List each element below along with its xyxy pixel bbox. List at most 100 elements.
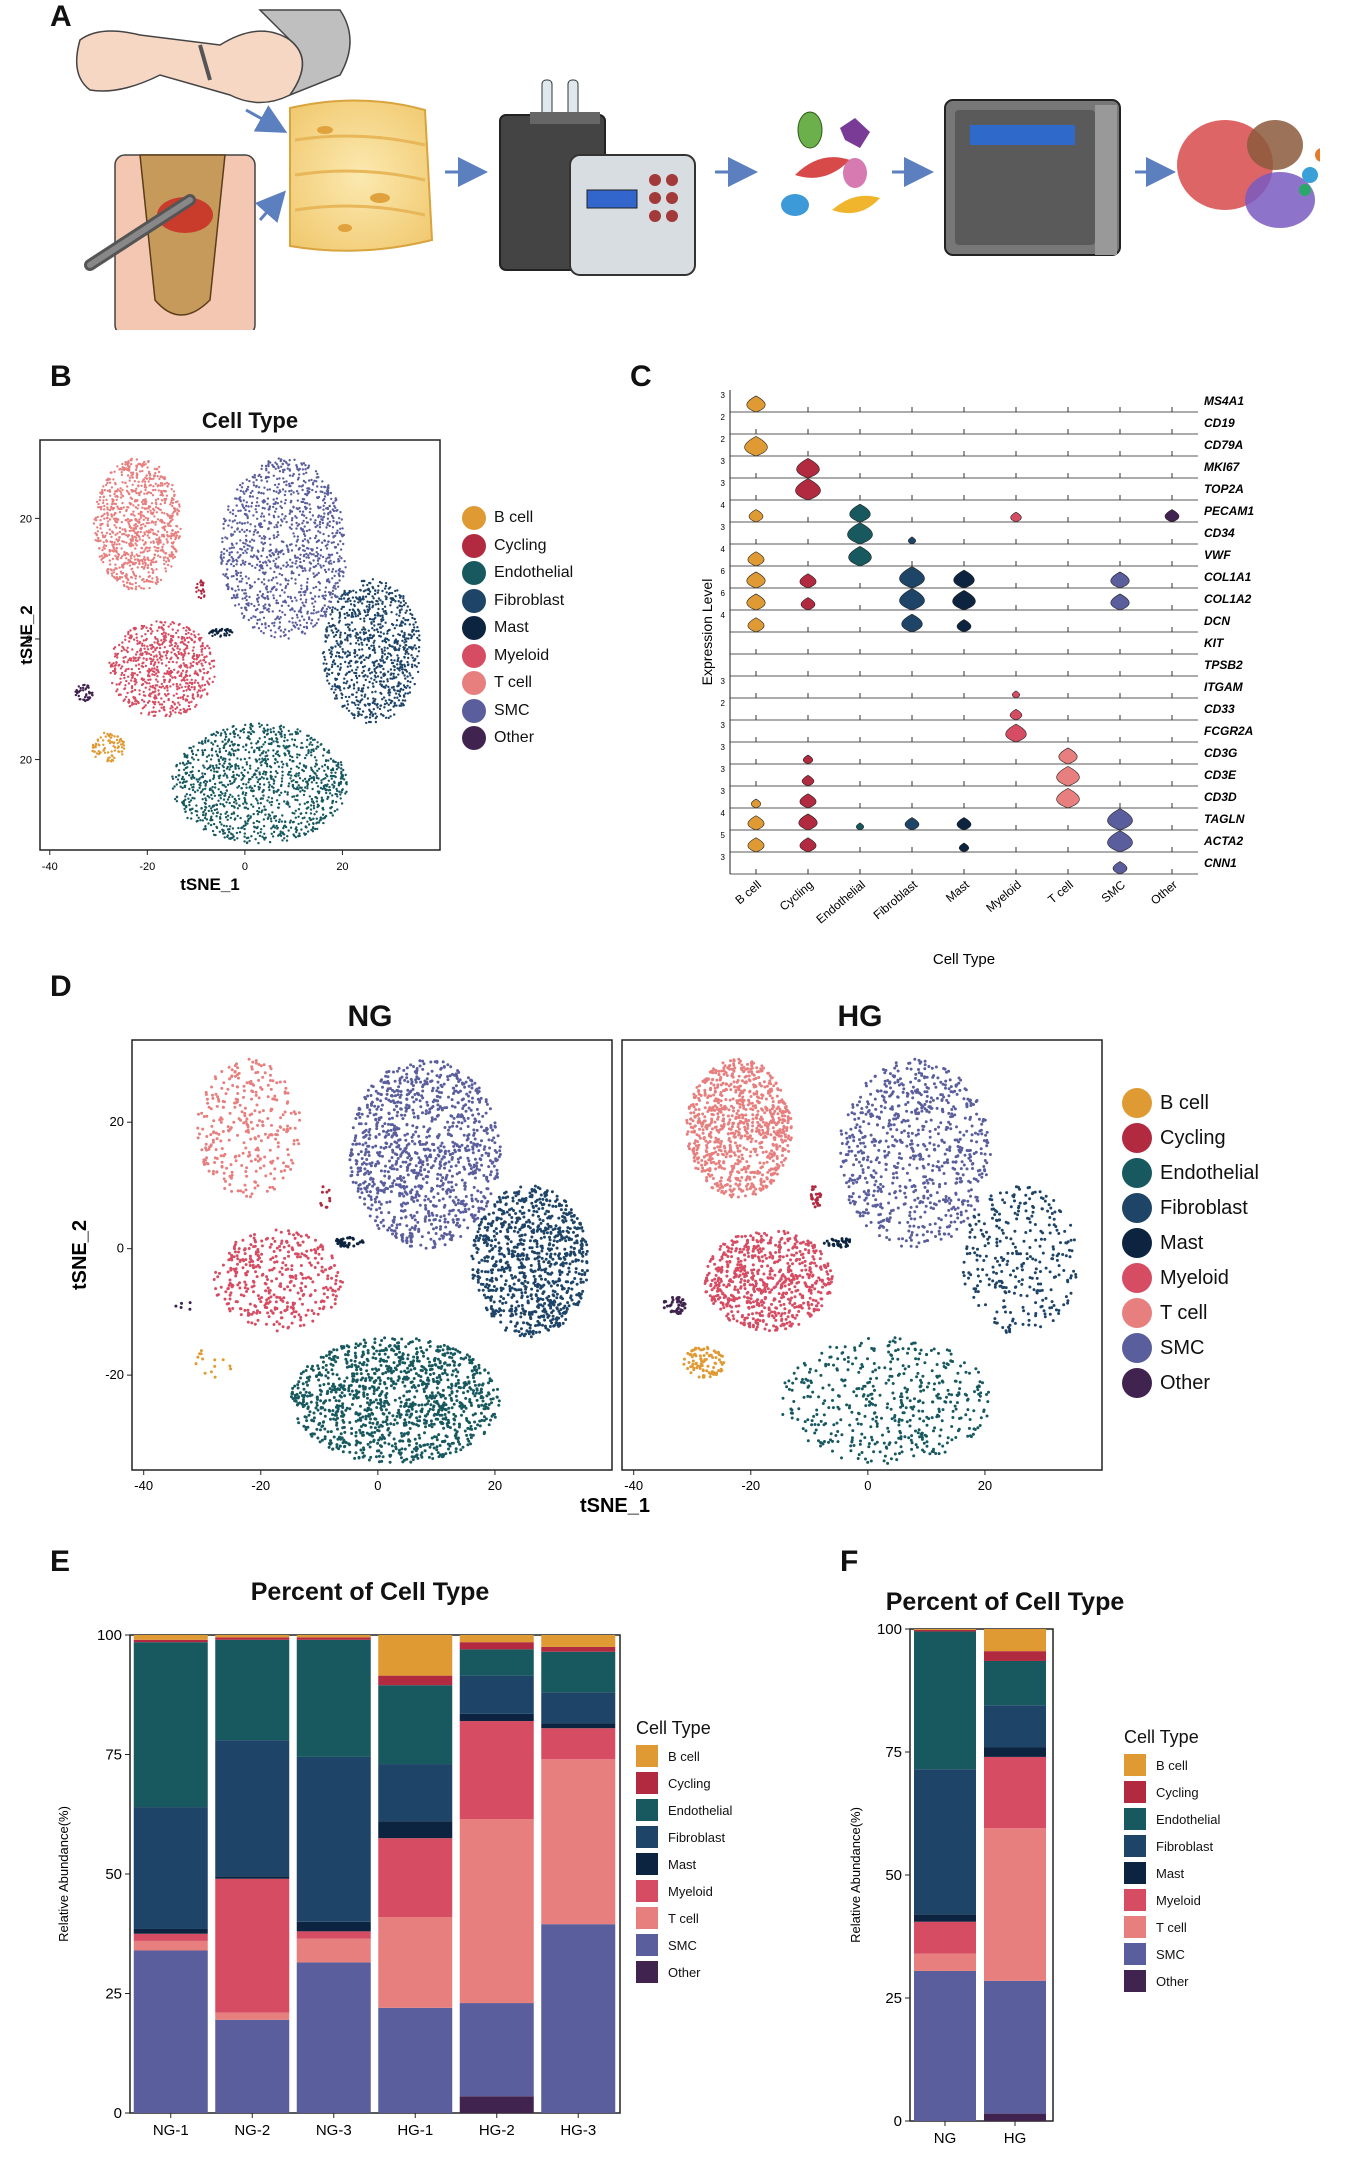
cell-point	[146, 534, 149, 537]
cell-point	[224, 812, 227, 815]
cell-point	[181, 641, 184, 644]
cell-point	[115, 490, 118, 493]
cell-point	[402, 604, 406, 607]
cell-point	[402, 646, 405, 649]
cell-point	[243, 545, 246, 548]
cell-point	[268, 788, 271, 792]
cell-point	[181, 786, 184, 790]
cell-point	[328, 625, 331, 628]
cell-point	[314, 534, 318, 538]
cell-point	[294, 544, 298, 547]
cell-point	[201, 648, 204, 651]
cell-point	[240, 580, 243, 583]
cell-point	[256, 780, 259, 784]
cell-point	[311, 488, 314, 492]
cell-point	[345, 781, 348, 784]
cell-point	[106, 569, 109, 572]
cell-point	[336, 685, 339, 688]
cell-point	[277, 566, 280, 569]
cell-point	[106, 524, 110, 528]
cell-point	[141, 539, 144, 542]
cell-point	[400, 704, 403, 707]
cell-point	[115, 661, 118, 665]
cell-point	[94, 746, 97, 749]
cell-point	[130, 551, 134, 554]
cell-point	[317, 821, 321, 824]
cell-point	[121, 753, 124, 756]
cell-point	[326, 488, 329, 491]
cell-point	[409, 674, 412, 677]
cell-point	[172, 622, 176, 625]
cell-point	[327, 789, 330, 792]
cell-point	[260, 630, 263, 633]
cell-point	[360, 694, 363, 697]
cell-point	[158, 651, 161, 654]
cell-point	[179, 527, 182, 531]
cell-point	[412, 646, 415, 649]
cell-point	[323, 568, 327, 572]
cell-point	[230, 804, 234, 808]
cell-point	[136, 642, 139, 645]
cell-point	[247, 735, 250, 738]
cell-point	[300, 513, 304, 516]
leg-surgery-illustration	[84, 154, 256, 330]
cell-point	[149, 628, 153, 631]
cell-point	[113, 741, 116, 744]
cell-point	[231, 560, 234, 563]
cell-point	[377, 663, 380, 666]
cell-point	[322, 821, 325, 825]
cell-point	[316, 803, 320, 806]
cell-point	[270, 800, 274, 804]
cell-point	[260, 764, 263, 767]
cell-point	[117, 750, 120, 753]
cell-point	[368, 703, 371, 707]
cell-point	[343, 589, 346, 593]
cell-point	[176, 644, 179, 648]
cell-point	[354, 615, 358, 618]
cell-point	[315, 763, 319, 766]
cell-point	[108, 508, 112, 512]
cluster-cycling	[195, 579, 206, 600]
cell-point	[311, 830, 315, 833]
cell-point	[196, 749, 200, 752]
cell-point	[94, 516, 98, 520]
cell-point	[161, 545, 164, 549]
cell-point	[202, 828, 205, 831]
cell-point	[192, 758, 195, 761]
cell-point	[122, 514, 126, 517]
cell-point	[405, 609, 408, 612]
cell-point	[115, 538, 118, 541]
cell-point	[314, 564, 318, 567]
cell-point	[313, 771, 316, 775]
cell-point	[254, 566, 257, 569]
cell-point	[364, 678, 367, 682]
cell-point	[164, 639, 167, 642]
cell-point	[103, 535, 106, 539]
cell-point	[414, 647, 418, 650]
cell-point	[356, 654, 359, 657]
cell-point	[312, 609, 316, 612]
cell-point	[296, 756, 299, 759]
cell-point	[122, 564, 125, 567]
cell-point	[181, 775, 184, 779]
cell-point	[240, 486, 244, 489]
cell-point	[239, 509, 242, 512]
cell-point	[278, 794, 281, 797]
cell-point	[383, 646, 386, 649]
cell-point	[137, 663, 141, 666]
cell-point	[262, 547, 265, 550]
cell-point	[120, 649, 123, 653]
cell-point	[224, 574, 227, 578]
cell-point	[397, 673, 400, 676]
cell-point	[403, 638, 407, 641]
cell-point	[209, 807, 213, 810]
cell-point	[410, 636, 413, 640]
cell-point	[393, 646, 397, 649]
cell-point	[297, 492, 300, 495]
cell-point	[276, 486, 279, 489]
cell-point	[155, 546, 159, 550]
cell-point	[368, 653, 372, 657]
cell-point	[339, 662, 342, 666]
cell-point	[384, 716, 388, 719]
cell-point	[232, 811, 235, 814]
